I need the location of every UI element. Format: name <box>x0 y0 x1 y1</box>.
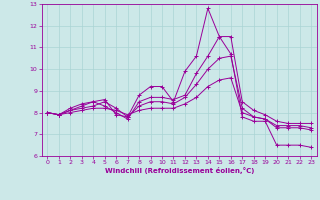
X-axis label: Windchill (Refroidissement éolien,°C): Windchill (Refroidissement éolien,°C) <box>105 167 254 174</box>
